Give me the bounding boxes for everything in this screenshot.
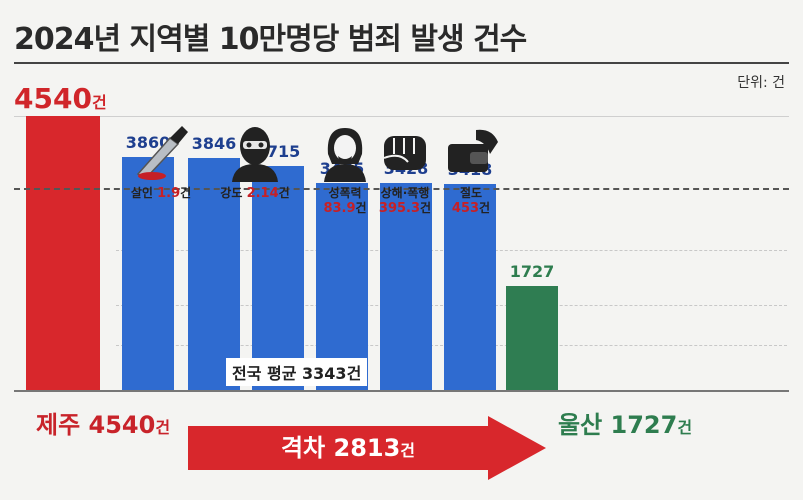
bar-6	[444, 183, 496, 390]
knife-icon	[136, 126, 188, 180]
bar-value-label-1: 3860	[125, 133, 171, 153]
unit-label: 단위: 건	[737, 75, 785, 91]
gap-arrow-icon	[188, 416, 546, 480]
bar-4	[316, 182, 368, 390]
bar-2	[188, 157, 240, 390]
bar-5	[380, 183, 432, 390]
national-average-line	[14, 188, 789, 191]
highest-region-label: 제주 4540건	[36, 411, 171, 439]
bar-value-label-7: 1727	[509, 261, 555, 281]
bar-0	[26, 116, 100, 390]
bar-value-label-2: 3846	[191, 133, 237, 153]
bar-1	[122, 157, 174, 390]
crime-type-theft: 절도 453건	[432, 124, 510, 216]
distressed-woman-icon	[324, 128, 366, 182]
crime-type-robbery: 강도 2.14건	[216, 124, 294, 201]
lowest-region-label: 울산 1727건	[558, 411, 693, 439]
gap-label: 격차 2813건	[280, 434, 416, 462]
crime-type-sexual-violence: 성폭력 83.9건	[306, 124, 384, 216]
chart-title: 2024년 지역별 10만명당 범죄 발생 건수	[14, 22, 527, 57]
top-divider	[14, 116, 789, 117]
chart-baseline	[14, 390, 789, 392]
masked-robber-icon	[232, 127, 278, 182]
bar-7	[506, 285, 558, 390]
national-average-label: 전국 평균 3343건	[226, 358, 368, 386]
bar-3	[252, 165, 304, 390]
fist-icon	[383, 136, 426, 170]
crime-type-assault: 상해·폭행 395.3건	[366, 124, 444, 216]
wallet-theft-icon	[448, 129, 498, 172]
crime-type-murder: 살인 1.9건	[122, 124, 200, 201]
highest-bar-label: 4540건	[14, 82, 107, 115]
title-divider	[14, 62, 789, 64]
